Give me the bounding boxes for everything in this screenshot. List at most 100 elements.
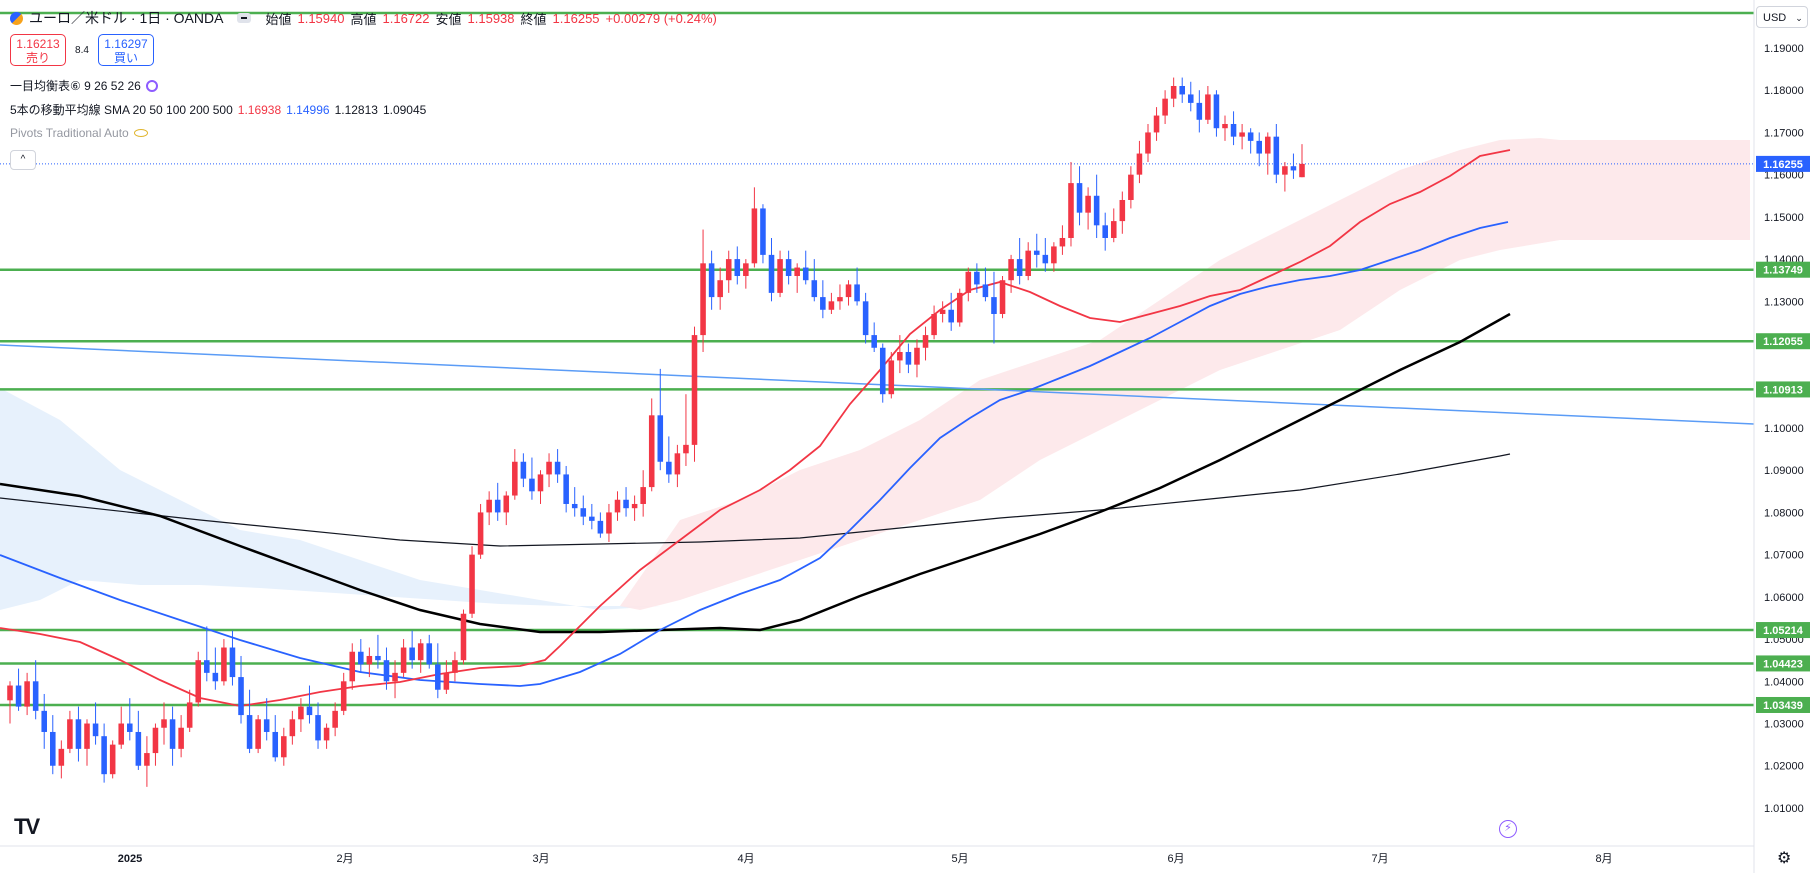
candle-body (1264, 136, 1271, 154)
candle-body (700, 263, 706, 336)
symbol-title[interactable]: ユーロ／米ドル · 1日 · OANDA (29, 10, 224, 26)
eye-hidden-icon[interactable] (133, 129, 148, 137)
candle-body (648, 415, 655, 488)
candle-body (486, 499, 492, 513)
open-value: 1.15940 (297, 10, 345, 26)
candle-body (477, 512, 484, 555)
candle-body (820, 297, 826, 310)
level-price-label: 1.10913 (1763, 384, 1803, 396)
lightning-icon[interactable]: ⚡ (1499, 820, 1517, 838)
level-price-tag (1756, 261, 1810, 278)
candle-body (1102, 225, 1108, 238)
sma50-line (0, 221, 1509, 687)
candle-body (15, 685, 22, 707)
buy-button[interactable]: 1.16297 買い (98, 34, 154, 66)
candle-body (1162, 98, 1168, 116)
candle-body (1196, 102, 1203, 120)
loading-icon (145, 79, 158, 92)
high-label: 高値 (350, 11, 377, 27)
candle-body (914, 347, 920, 365)
candle-body (92, 723, 99, 737)
candle-body (751, 208, 758, 264)
level-price-label: 1.04423 (1763, 658, 1803, 670)
candle-body (272, 731, 279, 758)
candle-body (469, 554, 475, 614)
candle-body (546, 461, 552, 475)
candle-body (332, 710, 338, 728)
candle-body (657, 415, 664, 462)
pivots-label: Pivots Traditional Auto (10, 126, 129, 140)
candle-body (956, 292, 963, 323)
sma50-value: 1.14996 (286, 102, 330, 117)
candle-body (1290, 166, 1297, 171)
candle-body (606, 512, 612, 534)
close-value: 1.16255 (552, 10, 600, 26)
level-price-label: 1.03439 (1763, 700, 1803, 712)
ohlc-header: ユーロ／米ドル · 1日 · OANDA 始値 1.15940 高値 1.16722… (10, 8, 717, 28)
candle-body (409, 647, 415, 661)
tradingview-logo[interactable]: TV (14, 814, 40, 839)
x-tick-label: 7月 (1371, 853, 1388, 865)
candle-body (734, 259, 741, 276)
current-price-label: 1.16255 (1763, 159, 1803, 171)
collapse-legend-button[interactable] (237, 13, 252, 23)
candle-body (306, 706, 313, 716)
sma-legend[interactable]: 5本の移動平均線 SMA 20 50 100 200 500 1.16938 1… (10, 101, 426, 118)
candle-body (871, 335, 877, 348)
candle-body (238, 677, 244, 716)
candle-body (1170, 85, 1177, 99)
ichimoku-label: 一目均衡表⑥ 9 26 52 26 (10, 79, 141, 93)
y-tick-label: 1.18000 (1764, 85, 1804, 97)
candle-body (571, 503, 578, 509)
trade-panel: 1.16213 売り 8.4 1.16297 買い (10, 34, 154, 66)
candle-body (1299, 163, 1305, 178)
candle-body (999, 280, 1006, 314)
y-tick-label: 1.17000 (1764, 127, 1804, 139)
level-price-tag (1756, 622, 1810, 639)
candle-body (221, 647, 227, 682)
candle-body (1145, 132, 1151, 154)
candle-body (897, 351, 903, 361)
pivots-legend[interactable]: Pivots Traditional Auto (10, 126, 148, 140)
x-tick-label: 8月 (1595, 853, 1612, 865)
candle-body (991, 297, 997, 314)
candle-body (1136, 153, 1143, 175)
candle-body (255, 719, 261, 749)
candle-body (195, 660, 202, 703)
candle-body (452, 660, 458, 673)
gear-icon[interactable]: ⚙ (1777, 850, 1792, 867)
candle-body (281, 736, 287, 758)
candle-body (358, 651, 364, 665)
ichimoku-cloud-bull (620, 138, 1750, 610)
candle-body (520, 461, 527, 479)
y-tick-label: 1.02000 (1764, 761, 1804, 773)
symbol-flag-icon (10, 11, 23, 25)
candle-body (1119, 199, 1126, 222)
candle-body (708, 263, 715, 298)
candle-body (1025, 250, 1031, 276)
candle-body (1222, 123, 1228, 129)
candle-body (597, 520, 604, 534)
y-tick-label: 1.08000 (1764, 507, 1804, 519)
candle-body (1273, 136, 1280, 175)
collapse-indicators-button[interactable]: ^ (10, 150, 36, 170)
candle-body (580, 508, 587, 517)
sell-button[interactable]: 1.16213 売り (10, 34, 66, 66)
candle-body (1033, 250, 1040, 255)
candle-body (7, 685, 13, 701)
candle-body (186, 702, 193, 728)
currency-selector[interactable]: USD ⌄ (1756, 6, 1808, 28)
trend-line (0, 344, 1755, 425)
low-label: 安値 (435, 11, 462, 27)
candle-body (777, 259, 783, 293)
level-price-tag (1756, 333, 1810, 350)
candle-body (135, 731, 142, 766)
candle-body (529, 478, 535, 492)
candle-body (1059, 237, 1066, 247)
x-tick-label: 2025 (118, 853, 142, 865)
y-tick-label: 1.04000 (1764, 676, 1804, 688)
ichimoku-legend[interactable]: 一目均衡表⑥ 9 26 52 26 (10, 77, 158, 94)
candle-body (315, 715, 321, 741)
